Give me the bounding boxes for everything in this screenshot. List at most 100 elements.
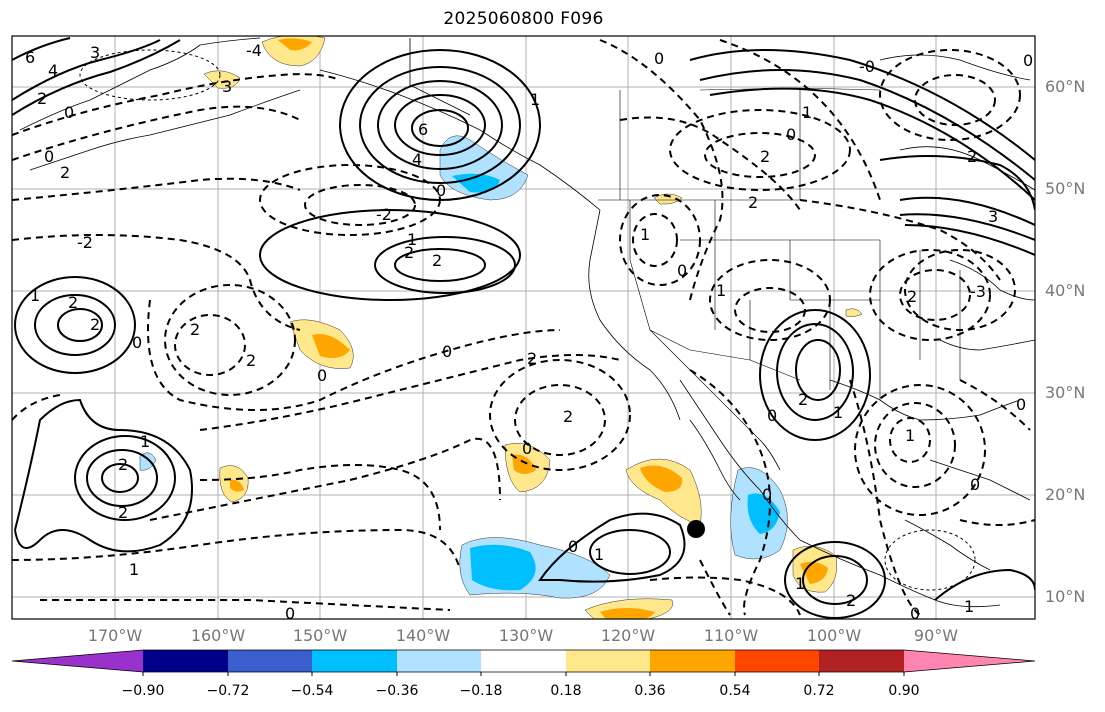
map-title: 2025060800 F096 — [443, 9, 604, 29]
colorbar-segment — [735, 650, 819, 672]
colorbar-segment — [312, 650, 397, 672]
lat-label-50n: 50°N — [1045, 179, 1086, 198]
svg-text:2: 2 — [246, 351, 256, 370]
colorbar-extend-right — [904, 650, 1035, 672]
svg-text:2: 2 — [527, 349, 537, 368]
colorbar-segment — [481, 650, 566, 672]
svg-text:2: 2 — [748, 193, 758, 212]
svg-text:2: 2 — [907, 287, 917, 306]
svg-text:1: 1 — [640, 225, 650, 244]
colorbar-label: 0.90 — [888, 683, 920, 699]
political-borders — [598, 87, 961, 441]
svg-text:2: 2 — [846, 591, 856, 610]
svg-text:0: 0 — [522, 439, 532, 458]
svg-text:-2: -2 — [77, 233, 93, 252]
svg-text:0: 0 — [1023, 51, 1033, 70]
svg-text:-2: -2 — [376, 205, 392, 224]
svg-text:-0: -0 — [859, 57, 875, 76]
colorbar-label: 0.54 — [719, 683, 751, 699]
dashed-contours — [12, 39, 1035, 616]
lon-label-150w: 150°W — [292, 626, 348, 645]
colorbar-segment — [650, 650, 735, 672]
lon-label-140w: 140°W — [395, 626, 451, 645]
svg-text:2: 2 — [798, 390, 808, 409]
svg-text:0: 0 — [767, 406, 777, 425]
svg-text:0: 0 — [677, 261, 687, 280]
svg-text:1: 1 — [833, 403, 843, 422]
lat-label-30n: 30°N — [1045, 383, 1086, 402]
svg-text:1: 1 — [30, 286, 40, 305]
lat-label-40n: 40°N — [1045, 281, 1086, 300]
svg-text:2: 2 — [68, 293, 78, 312]
colorbar-label: −0.90 — [121, 683, 165, 699]
svg-text:2: 2 — [118, 503, 128, 522]
svg-text:6: 6 — [25, 48, 35, 67]
colorbar-label: −0.18 — [459, 683, 503, 699]
colorbar-segment — [397, 650, 481, 672]
colorbar-label: 0.36 — [634, 683, 666, 699]
svg-text:0: 0 — [654, 49, 664, 68]
lon-label-120w: 120°W — [600, 626, 656, 645]
svg-text:0: 0 — [436, 181, 446, 200]
svg-text:0: 0 — [970, 475, 980, 494]
svg-text:1: 1 — [964, 597, 974, 616]
svg-text:1: 1 — [129, 560, 139, 579]
lon-label-160w: 160°W — [190, 626, 246, 645]
svg-text:-4: -4 — [246, 41, 262, 60]
svg-text:1: 1 — [716, 281, 726, 300]
svg-text:0: 0 — [317, 366, 327, 385]
svg-text:0: 0 — [910, 604, 920, 623]
lon-label-170w: 170°W — [87, 626, 143, 645]
colorbar — [11, 649, 1036, 676]
svg-text:2: 2 — [760, 147, 770, 166]
svg-text:2: 2 — [563, 407, 573, 426]
svg-text:2: 2 — [60, 163, 70, 182]
svg-text:1: 1 — [407, 230, 417, 249]
lat-label-20n: 20°N — [1045, 485, 1086, 504]
colorbar-segment — [566, 650, 650, 672]
svg-text:1: 1 — [530, 90, 540, 109]
location-marker — [687, 520, 705, 538]
map-plot-area: 6 4 0 2 2 1 -2 -2 1 2 2 0 2 2 0 0 2 2 0 … — [12, 36, 1035, 623]
thin-contours — [79, 49, 976, 591]
colorbar-segment — [819, 650, 904, 672]
lon-label-90w: 90°W — [913, 626, 959, 645]
svg-text:0: 0 — [132, 333, 142, 352]
svg-text:0: 0 — [1016, 395, 1026, 414]
gridlines — [12, 36, 1035, 619]
lon-label-110w: 110°W — [703, 626, 759, 645]
colorbar-extend-left — [12, 650, 143, 672]
svg-text:6: 6 — [418, 120, 428, 139]
svg-text:1: 1 — [795, 574, 805, 593]
colorbar-segment — [143, 650, 228, 672]
colorbar-label: −0.36 — [375, 683, 419, 699]
lat-label-10n: 10°N — [1045, 587, 1086, 606]
svg-text:2: 2 — [967, 147, 977, 166]
svg-text:0: 0 — [762, 485, 772, 504]
svg-text:2: 2 — [190, 320, 200, 339]
solid-contours — [12, 37, 1035, 619]
svg-text:1: 1 — [905, 426, 915, 445]
contour-labels: 6 4 0 2 2 1 -2 -2 1 2 2 0 2 2 0 0 2 2 0 … — [25, 41, 1033, 623]
colorbar-label: −0.54 — [290, 683, 334, 699]
svg-text:0: 0 — [64, 103, 74, 122]
svg-text:2: 2 — [404, 243, 414, 262]
svg-text:3: 3 — [222, 77, 232, 96]
svg-text:-3: -3 — [970, 282, 986, 301]
svg-text:2: 2 — [432, 251, 442, 270]
svg-text:1: 1 — [140, 432, 150, 451]
lon-label-130w: 130°W — [498, 626, 554, 645]
lat-label-60n: 60°N — [1045, 77, 1086, 96]
svg-text:1: 1 — [802, 103, 812, 122]
svg-text:2: 2 — [118, 455, 128, 474]
colorbar-segment — [228, 650, 312, 672]
colorbar-label: 0.18 — [550, 683, 582, 699]
svg-text:0: 0 — [442, 342, 452, 361]
svg-text:3: 3 — [90, 43, 100, 62]
svg-text:0: 0 — [786, 125, 796, 144]
colorbar-label: 0.72 — [803, 683, 835, 699]
svg-text:2: 2 — [37, 89, 47, 108]
svg-text:2: 2 — [90, 315, 100, 334]
colorbar-label: −0.72 — [206, 683, 250, 699]
